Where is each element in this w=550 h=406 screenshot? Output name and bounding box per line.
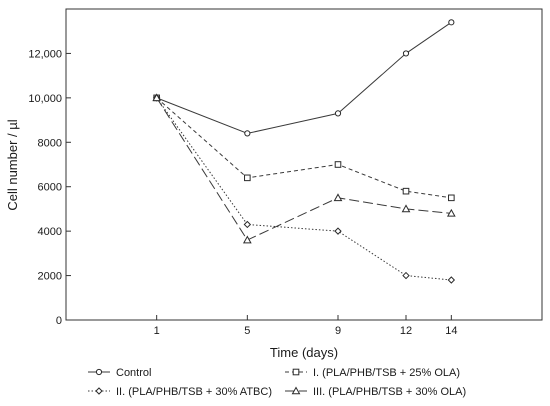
series-1-point	[448, 19, 455, 26]
x-axis: 1 5 9 12 14	[154, 315, 457, 337]
series-2-point	[334, 161, 342, 168]
series-2-line	[156, 97, 452, 199]
plot-frame	[65, 8, 543, 321]
series-layer	[152, 19, 456, 284]
y-axis: 0 2000 4000 6000 8000 10,000 12,000	[28, 48, 71, 327]
legend-item: III. (PLA/PHB/TSB + 30% OLA)	[285, 386, 466, 398]
series-4	[152, 93, 456, 244]
legend-marker	[95, 368, 103, 376]
series-1	[153, 19, 455, 137]
series-4-point	[242, 235, 252, 244]
y-axis-label: Cell number / µl	[5, 119, 20, 210]
y-tick-label: 12,000	[28, 48, 62, 60]
series-4-point	[333, 193, 343, 202]
series-3-point	[447, 276, 456, 284]
y-tick-label: 10,000	[28, 93, 62, 105]
series-3-line	[156, 97, 452, 281]
legend-label: I. (PLA/PHB/TSB + 25% OLA)	[313, 367, 460, 379]
series-2-point	[448, 194, 455, 202]
series-4-point	[152, 93, 162, 102]
series-1-point	[402, 50, 410, 57]
series-2-point	[244, 174, 251, 182]
legend-item: II. (PLA/PHB/TSB + 30% ATBC)	[88, 386, 272, 398]
legend-item: Control	[88, 367, 151, 379]
y-tick-label: 2000	[38, 271, 62, 283]
series-1-point	[244, 130, 251, 137]
x-tick-label: 1	[154, 325, 160, 337]
legend-label: II. (PLA/PHB/TSB + 30% ATBC)	[116, 386, 272, 398]
series-1-point	[334, 110, 342, 117]
legend-label: III. (PLA/PHB/TSB + 30% OLA)	[313, 386, 466, 398]
legend-item: I. (PLA/PHB/TSB + 25% OLA)	[285, 367, 460, 379]
series-3-point	[334, 227, 342, 235]
series-2-point	[402, 187, 410, 195]
y-tick-label: 4000	[38, 226, 62, 238]
legend-marker	[292, 368, 300, 376]
legend-label: Control	[116, 367, 151, 379]
series-3-point	[402, 271, 410, 280]
legend-marker	[95, 387, 103, 395]
series-3-point	[243, 220, 252, 229]
series-4-point	[401, 204, 411, 213]
y-tick-label: 0	[56, 315, 62, 327]
series-4-point	[446, 208, 456, 217]
series-4-line	[156, 97, 452, 241]
x-tick-label: 14	[445, 325, 457, 337]
x-tick-label: 9	[335, 325, 341, 337]
legend-marker	[291, 386, 301, 395]
x-axis-label: Time (days)	[270, 345, 338, 360]
legend: Control I. (PLA/PHB/TSB + 25% OLA) II. (PL…	[88, 367, 466, 398]
y-tick-label: 8000	[38, 137, 62, 149]
series-1-line	[156, 21, 452, 134]
series-2	[153, 94, 455, 202]
x-tick-label: 12	[400, 325, 412, 337]
y-tick-label: 6000	[38, 182, 62, 194]
x-tick-label: 5	[244, 325, 250, 337]
